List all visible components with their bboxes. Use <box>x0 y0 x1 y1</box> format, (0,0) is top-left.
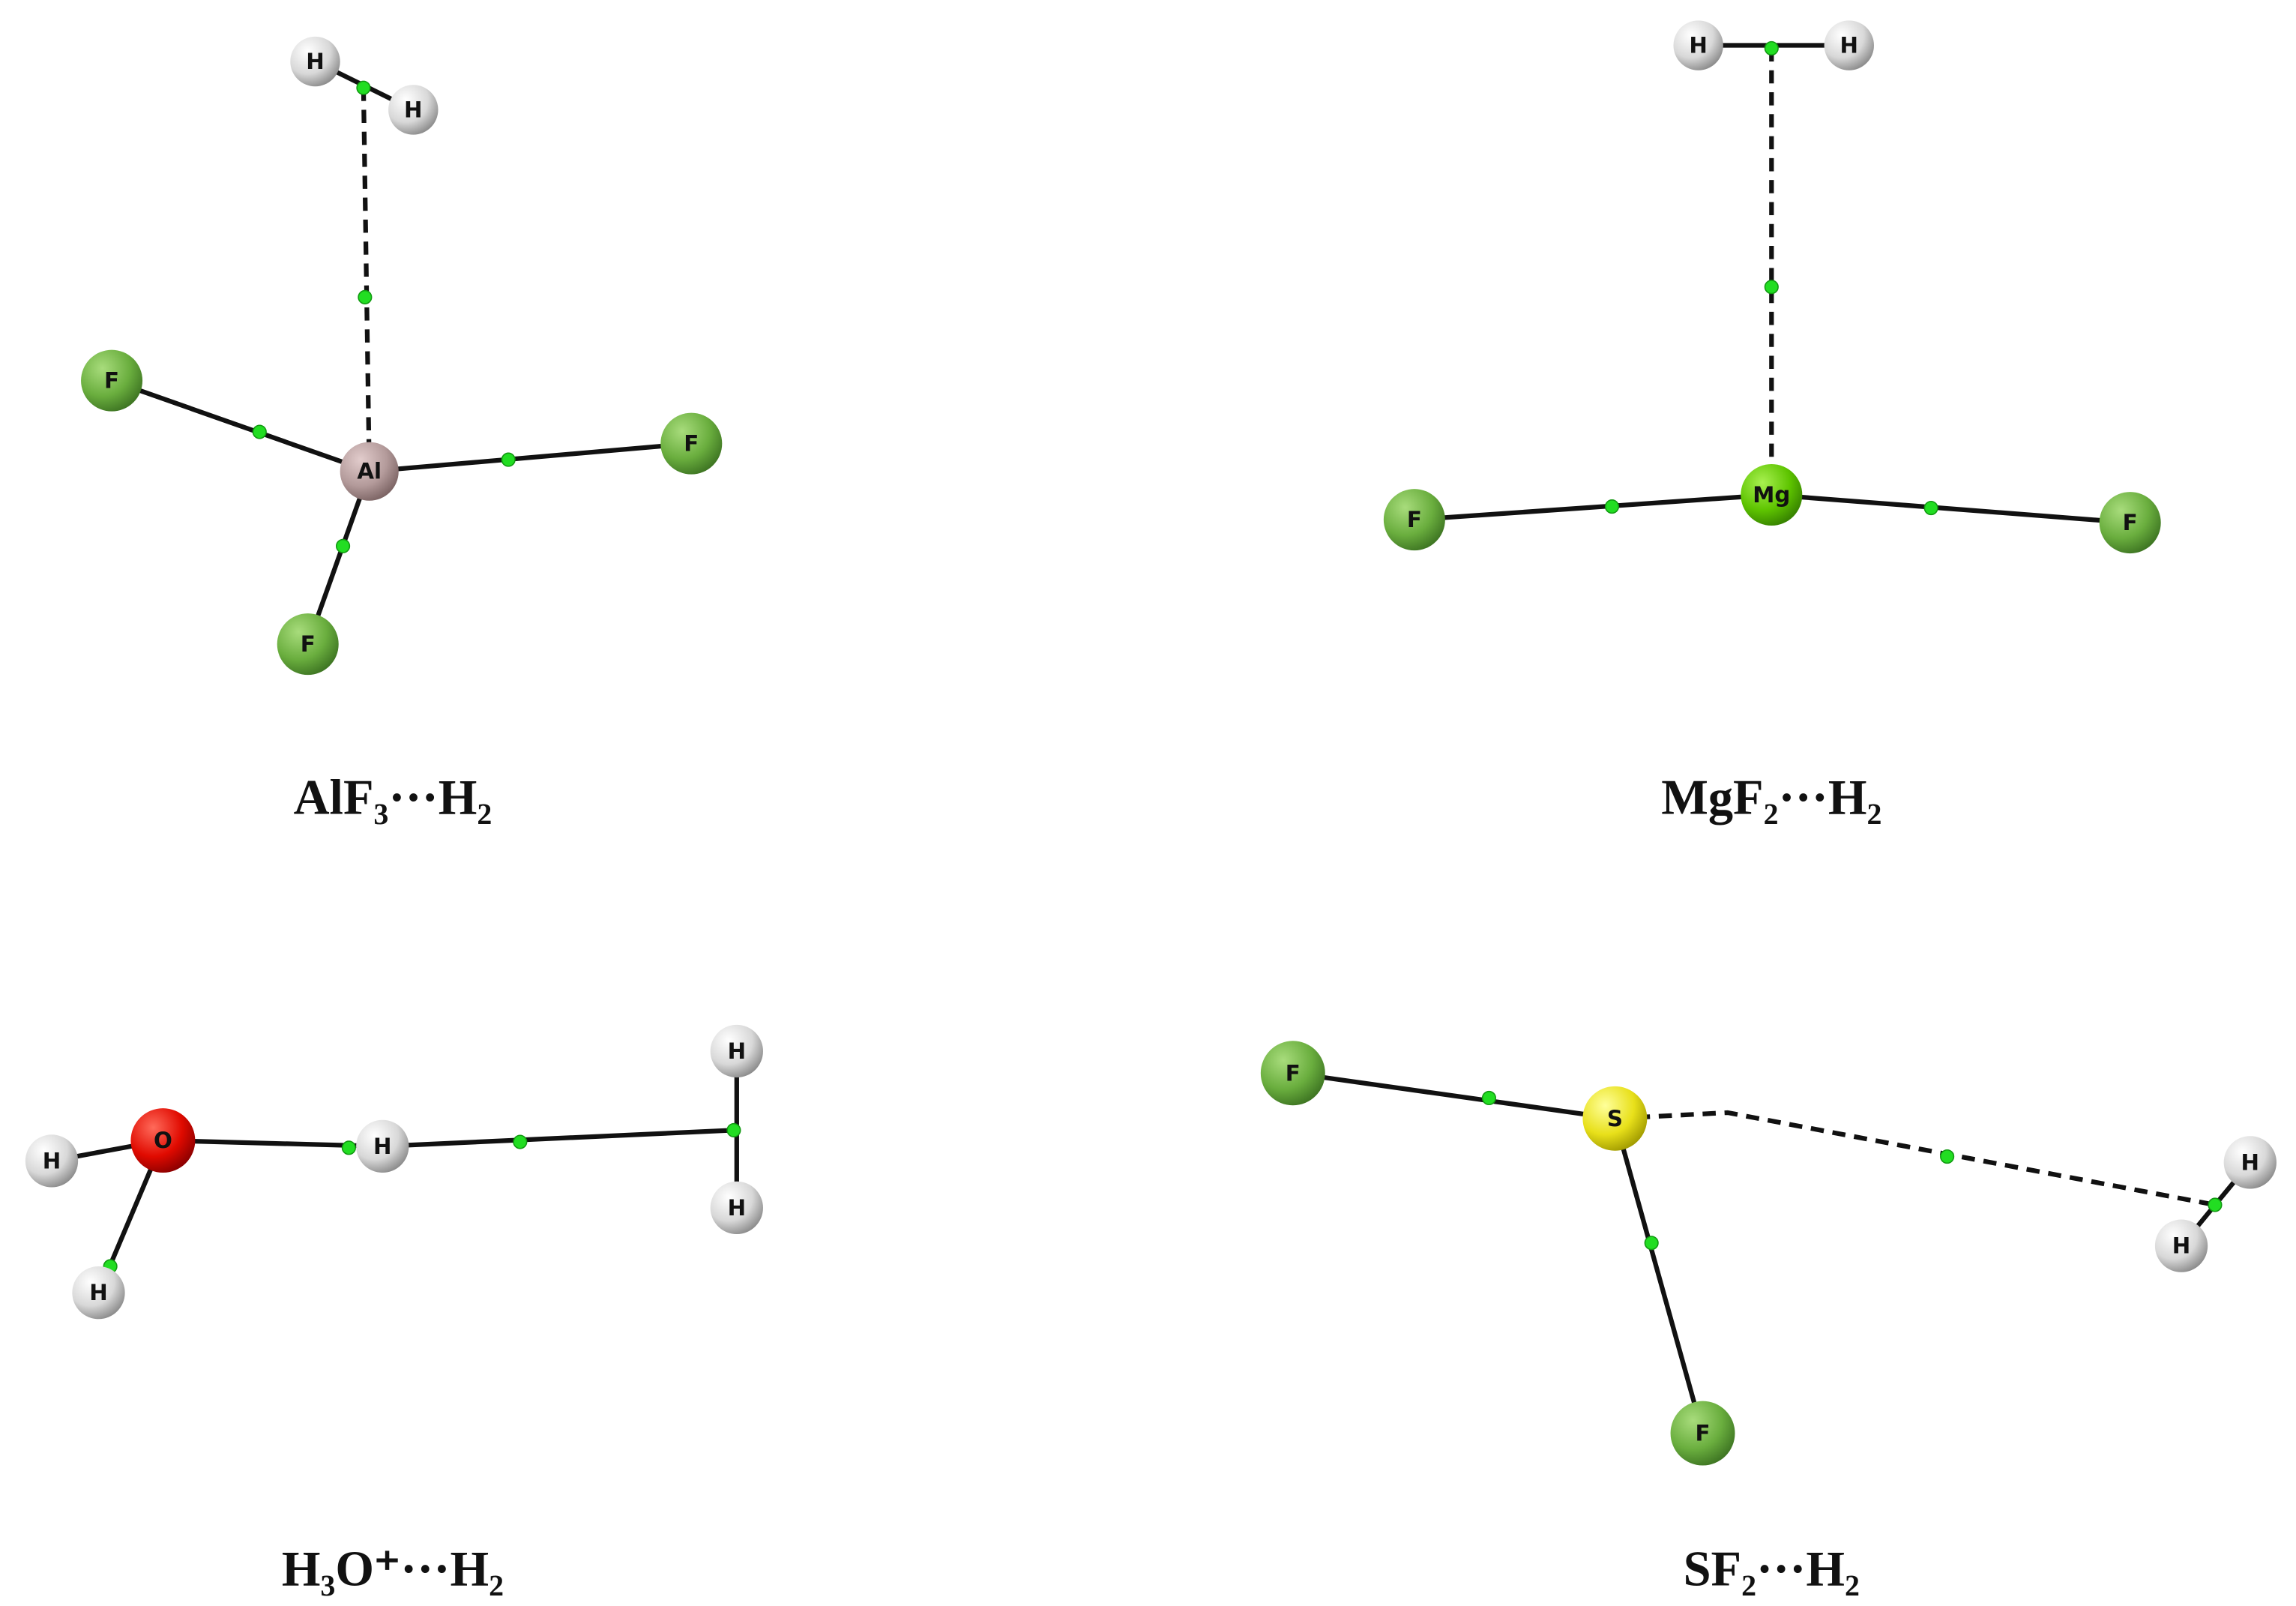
atom-label: Mg <box>1753 482 1790 508</box>
bond <box>382 1128 735 1149</box>
bond <box>1612 1117 1705 1434</box>
bond-critical-point <box>501 452 516 467</box>
atom-label: F <box>1407 507 1422 532</box>
atom-label: F <box>684 431 699 457</box>
atom <box>25 1134 79 1188</box>
molecule-panel: F S F H H SF₂···H₂ <box>1260 1041 2277 1597</box>
bond-critical-point <box>1644 1236 1659 1251</box>
atom-label: F <box>301 631 316 657</box>
caption: MgF₂···H₂ <box>1661 771 1881 825</box>
atom <box>2099 492 2161 554</box>
atom <box>1670 1401 1735 1466</box>
atom <box>1741 463 1803 526</box>
atom <box>1673 20 1723 70</box>
bond-critical-point <box>1764 40 1779 56</box>
atom-label: H <box>43 1148 61 1173</box>
atom <box>660 412 723 475</box>
atom-label: O <box>154 1128 172 1153</box>
caption: H₃O⁺···H₂ <box>282 1542 504 1597</box>
molecule-panel: H H Mg F F MgF₂···H₂ <box>1383 20 2161 825</box>
bond <box>1414 492 1772 523</box>
bond <box>1771 492 2130 526</box>
bond <box>111 378 370 474</box>
atom-label: H <box>1840 33 1859 58</box>
molecule-panel: H O H H H H H₃O⁺···H₂ <box>25 1024 763 1597</box>
bond-critical-point <box>513 1134 528 1149</box>
atom-label: F <box>1286 1060 1301 1086</box>
interaction-bond <box>1615 1110 2216 1208</box>
atom <box>1383 489 1445 551</box>
bond-critical-point <box>341 1140 356 1155</box>
atom-label: H <box>728 1038 747 1064</box>
atom <box>2154 1219 2208 1272</box>
atom <box>1824 20 1874 70</box>
atom <box>290 36 340 87</box>
atom <box>277 613 339 676</box>
atom-label: H <box>1689 33 1708 58</box>
bond-critical-point <box>1764 280 1779 295</box>
interaction-bond <box>361 88 372 472</box>
atom-label: H <box>306 49 324 74</box>
caption: AlF₃···H₂ <box>294 771 492 825</box>
bond-critical-point <box>336 538 351 553</box>
atom-label: H <box>89 1280 107 1305</box>
bond-critical-point <box>252 424 267 439</box>
bond-critical-point <box>2208 1197 2223 1212</box>
atom <box>81 349 143 412</box>
atom-label: H <box>404 97 423 122</box>
atom <box>710 1181 763 1235</box>
atom <box>72 1266 125 1320</box>
caption: SF₂···H₂ <box>1684 1542 1860 1597</box>
atom <box>1260 1041 1325 1106</box>
atom <box>340 442 399 501</box>
bond <box>1292 1071 1615 1121</box>
atom-label: S <box>1607 1106 1623 1131</box>
atom <box>710 1024 763 1078</box>
atom <box>356 1119 409 1173</box>
atom-label: F <box>104 368 119 394</box>
atom-label: H <box>728 1195 747 1221</box>
atom-label: Al <box>357 459 382 484</box>
molecule-panel: H H Al F F F AlF₃···H₂ <box>81 36 723 825</box>
atom <box>388 85 439 135</box>
atom-label: H <box>2172 1233 2191 1259</box>
atom <box>130 1108 196 1173</box>
bond-critical-point <box>1604 499 1620 514</box>
bond-critical-point <box>358 289 373 304</box>
bond-critical-point <box>726 1122 741 1137</box>
bond-critical-point <box>1923 500 1938 516</box>
atom <box>2223 1136 2277 1189</box>
bond-critical-point <box>1940 1149 1955 1164</box>
atom-label: F <box>2123 510 2138 535</box>
bond-critical-point <box>1481 1090 1497 1106</box>
atom-label: H <box>2241 1149 2259 1175</box>
bond <box>369 441 692 474</box>
atom-label: H <box>373 1134 392 1159</box>
atom-label: F <box>1696 1421 1711 1446</box>
bond-critical-point <box>356 80 371 95</box>
atom <box>1582 1086 1648 1151</box>
